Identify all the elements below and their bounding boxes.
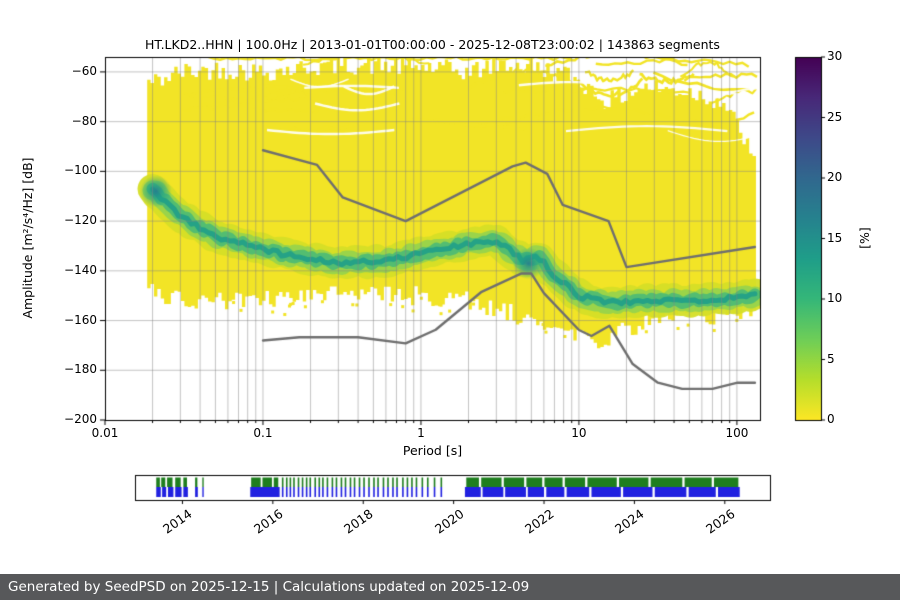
colorbar-tick-label: 15 — [827, 230, 843, 245]
colorbar-tick-label: 5 — [827, 351, 835, 366]
colorbar-label: [%] — [857, 227, 872, 249]
y-tick-label: −160 — [64, 312, 97, 327]
x-tick-label: 10 — [571, 426, 587, 440]
status-bar: Generated by SeedPSD on 2025-12-15 | Cal… — [0, 574, 900, 600]
x-tick-label: 100 — [725, 426, 749, 440]
chart-title: HT.LKD2..HHN | 100.0Hz | 2013-01-01T00:0… — [145, 37, 720, 52]
x-tick-label: 1 — [417, 426, 425, 440]
y-axis-label: Amplitude [m²/s⁴/Hz] [dB] — [20, 157, 35, 319]
y-tick-label: −120 — [64, 213, 97, 228]
colorbar-tick-label: 0 — [827, 412, 835, 426]
y-tick-label: −140 — [64, 262, 97, 277]
colorbar-tick-label: 10 — [827, 291, 843, 305]
y-tick-label: −180 — [64, 362, 97, 377]
y-tick-label: −100 — [64, 163, 97, 178]
y-tick-label: −200 — [64, 412, 97, 426]
status-text: Generated by SeedPSD on 2025-12-15 | Cal… — [8, 579, 530, 595]
y-tick-label: −80 — [71, 113, 97, 128]
colorbar-tick-label: 25 — [827, 109, 843, 124]
x-axis-label: Period [s] — [402, 443, 463, 458]
x-tick-label: 0.01 — [91, 426, 119, 440]
y-tick-label: −60 — [71, 63, 97, 78]
colorbar-tick-label: 20 — [827, 170, 843, 184]
x-tick-label: 0.1 — [253, 426, 273, 440]
colorbar-tick-label: 30 — [827, 49, 843, 63]
